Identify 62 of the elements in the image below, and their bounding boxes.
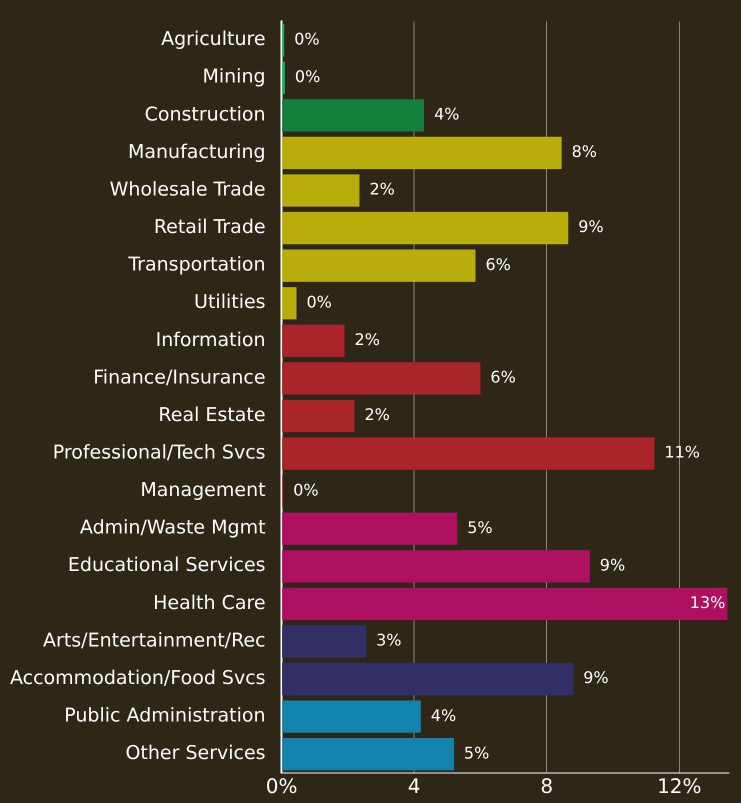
data-label: 0% — [293, 480, 319, 500]
bar — [282, 738, 454, 770]
y-tick-label: Public Administration — [64, 704, 266, 727]
data-label: 9% — [583, 668, 609, 688]
bar — [282, 212, 568, 244]
x-tick-label: 12% — [657, 774, 702, 798]
data-label: 6% — [490, 368, 516, 387]
bar — [282, 550, 590, 582]
data-label: 5% — [467, 518, 493, 537]
x-tick-label: 8 — [540, 774, 554, 798]
bar — [282, 136, 562, 170]
y-tick-label: Finance/Insurance — [93, 366, 266, 388]
bar — [282, 287, 296, 320]
y-tick-label: Transportation — [127, 254, 266, 276]
data-label: 2% — [364, 405, 390, 424]
y-tick-label: Management — [140, 479, 266, 502]
data-label: 0% — [294, 66, 320, 86]
y-tick-label: Educational Services — [68, 554, 266, 576]
bar — [282, 700, 421, 733]
y-tick-label: Arts/Entertainment/Rec — [43, 629, 266, 652]
bar — [282, 62, 285, 94]
bar — [282, 174, 360, 207]
y-tick-label: Professional/Tech Svcs — [52, 442, 266, 464]
data-label: 6% — [485, 254, 511, 274]
bar — [282, 588, 728, 620]
y-tick-label: Health Care — [153, 592, 266, 614]
y-tick-label: Admin/Waste Mgmt — [80, 516, 266, 539]
y-tick-label: Construction — [144, 103, 266, 126]
y-tick-label: Real Estate — [158, 404, 266, 426]
data-label: 3% — [376, 630, 402, 650]
y-tick-label: Agriculture — [161, 28, 266, 50]
bar — [282, 437, 654, 470]
data-label: 4% — [434, 104, 460, 124]
data-label: 0% — [306, 292, 332, 312]
data-label: 2% — [354, 330, 380, 349]
bar — [282, 400, 354, 432]
bar — [282, 362, 480, 395]
x-tick-label: 0% — [266, 774, 298, 798]
y-tick-label: Accommodation/Food Svcs — [10, 666, 266, 689]
data-label: 2% — [369, 180, 395, 199]
data-label: 8% — [572, 142, 598, 162]
bar — [282, 99, 424, 132]
data-label: 4% — [430, 706, 456, 725]
bar — [282, 324, 345, 357]
y-tick-label: Retail Trade — [154, 216, 266, 238]
data-label: 5% — [464, 743, 490, 762]
bar — [282, 662, 574, 696]
y-tick-label: Mining — [202, 66, 266, 88]
data-label: 9% — [600, 555, 626, 574]
bar — [282, 625, 366, 658]
data-label: 13% — [690, 593, 726, 612]
bar — [282, 512, 458, 545]
y-tick-label: Utilities — [194, 291, 266, 314]
data-label: 0% — [294, 29, 320, 48]
data-label: 9% — [578, 217, 604, 236]
y-tick-label: Information — [156, 328, 266, 351]
x-tick-label: 4 — [408, 774, 421, 798]
y-tick-label: Manufacturing — [128, 140, 266, 163]
data-label: 11% — [664, 442, 700, 462]
bar — [282, 250, 476, 282]
y-tick-label: Other Services — [125, 742, 266, 764]
y-tick-label: Wholesale Trade — [110, 178, 266, 200]
